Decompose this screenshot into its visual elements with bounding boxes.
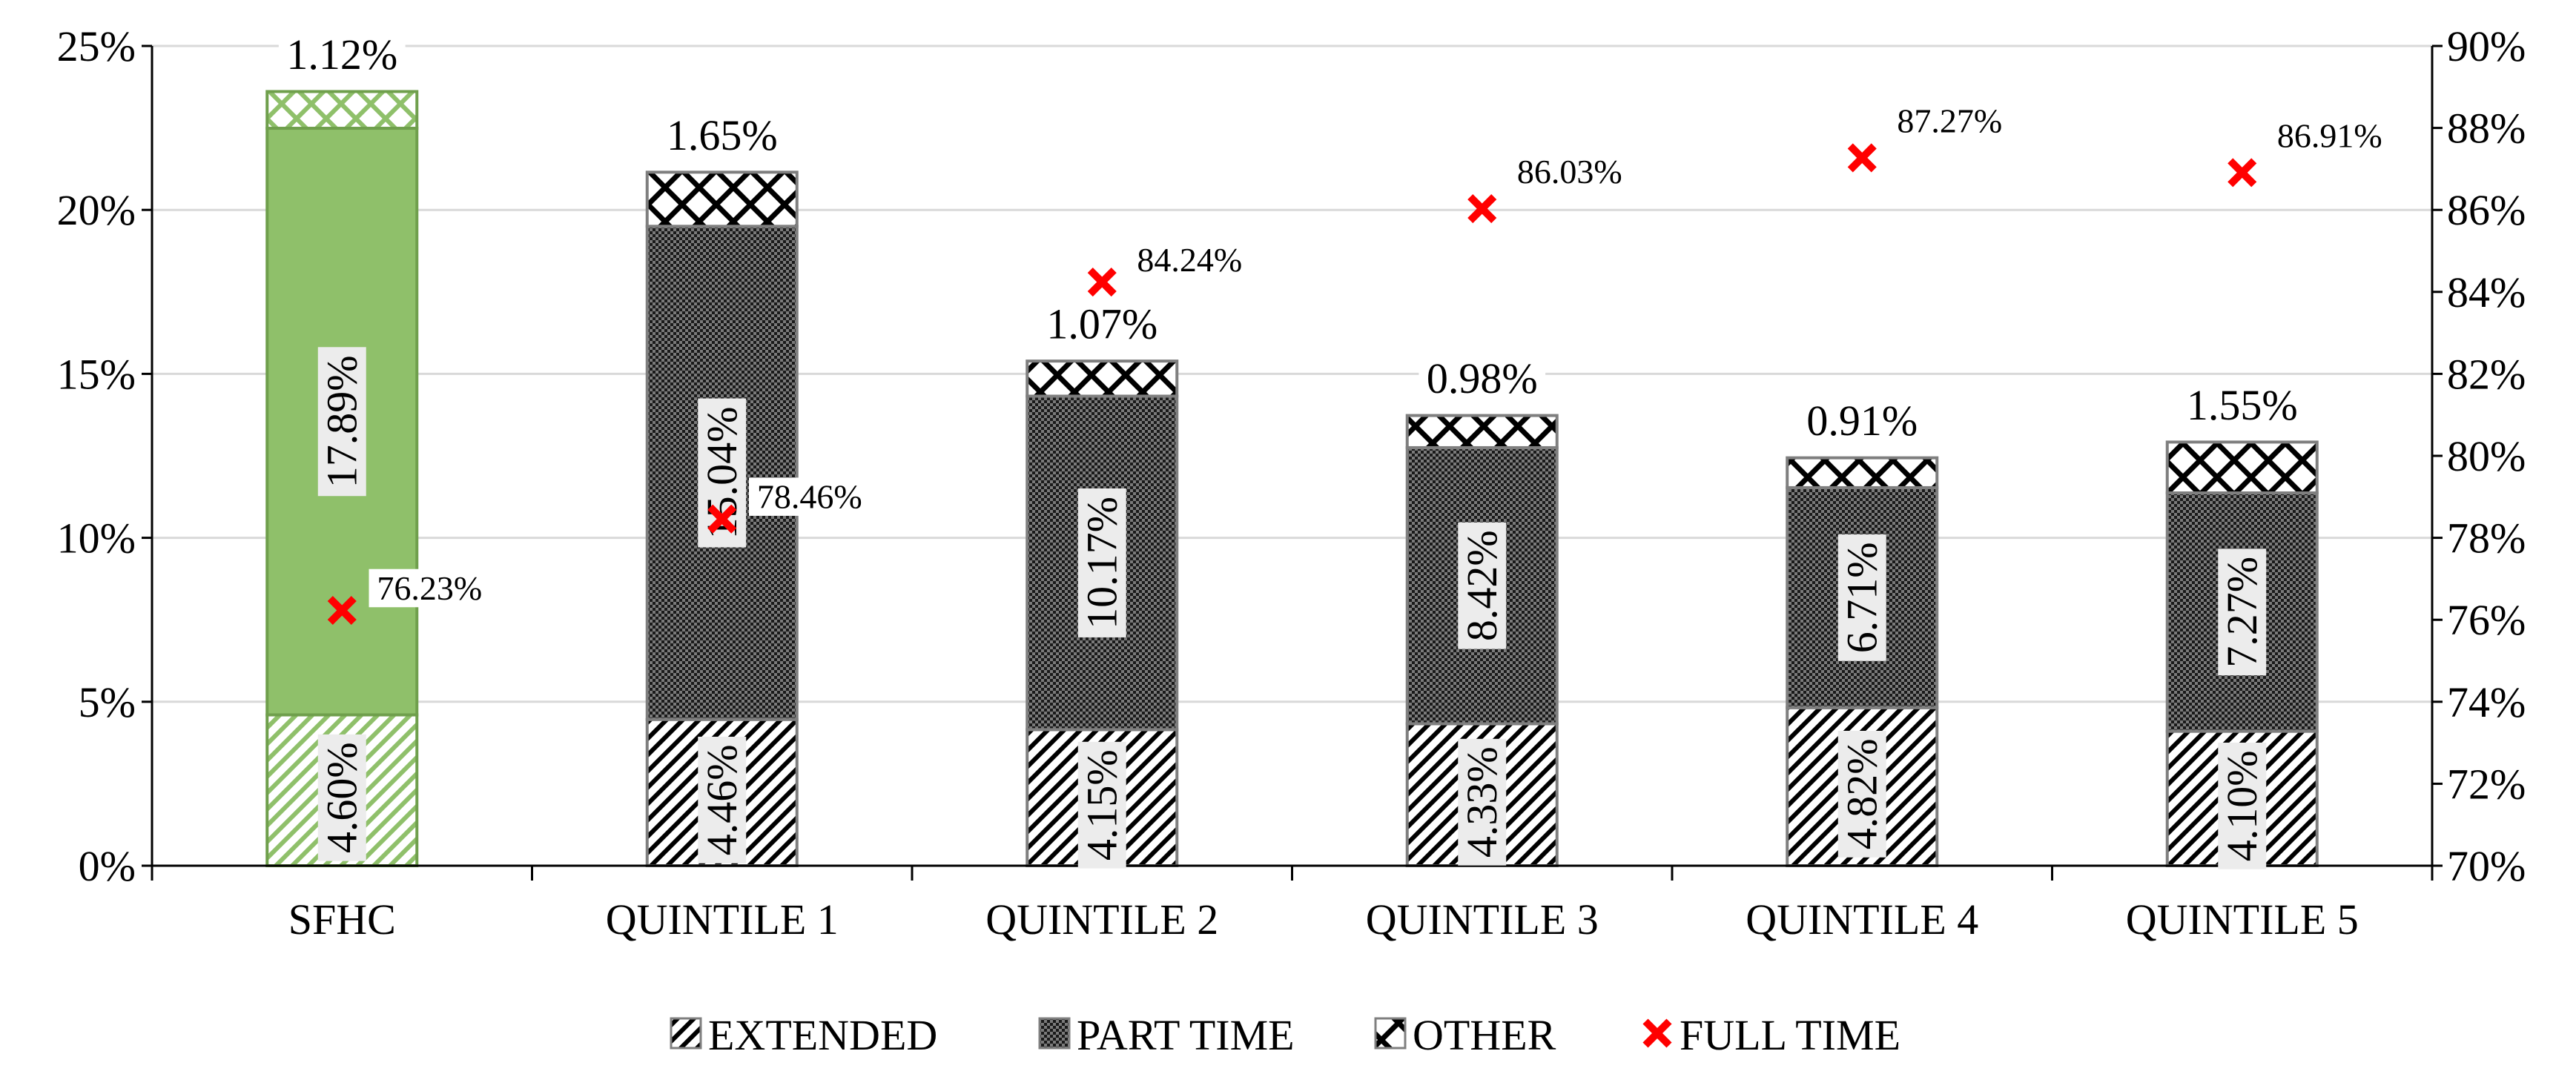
label-extended: 4.60% (318, 742, 366, 853)
legend-marker (1642, 1018, 1672, 1048)
y-left-tick-label: 10% (57, 514, 136, 563)
full-time-marker (707, 504, 737, 534)
label-part-time-box (317, 347, 366, 497)
label-part-time-box (1077, 488, 1126, 637)
label-other: 1.55% (2187, 381, 2298, 429)
bar-other (1026, 359, 1179, 398)
y-right-tick-label: 84% (2447, 268, 2526, 316)
legend-swatch (1038, 1017, 1071, 1050)
x-tick-label: QUINTILE 4 (1746, 895, 1978, 944)
legend-swatch (1374, 1017, 1407, 1050)
label-full-time: 78.46% (757, 478, 862, 516)
bar-other (265, 90, 419, 130)
bar-other (645, 170, 799, 228)
x-tick-label: QUINTILE 2 (985, 895, 1218, 944)
full-time-markers (327, 143, 2257, 626)
label-full-time-box (1889, 102, 2011, 140)
y-right-tick-label: 78% (2447, 514, 2526, 563)
y-left-tick-label: 25% (57, 22, 136, 70)
label-extended: 4.46% (698, 744, 746, 855)
y-left-tick-label: 0% (79, 842, 136, 890)
y-right-tick-label: 70% (2447, 842, 2526, 890)
label-extended-box (1077, 741, 1126, 869)
label-other-box (1419, 354, 1546, 403)
label-extended-box (698, 736, 747, 863)
legend-swatch (670, 1017, 702, 1050)
label-other: 1.65% (667, 111, 778, 159)
label-extended: 4.82% (1838, 738, 1886, 849)
y-right-tick-label: 80% (2447, 432, 2526, 480)
x-tick-label: SFHC (288, 895, 396, 944)
y-right-tick-label: 88% (2447, 105, 2526, 153)
label-full-time-box (1508, 152, 1631, 191)
legend-label: EXTENDED (708, 1011, 937, 1059)
label-extended-box (1837, 730, 1886, 858)
label-part-time: 6.71% (1838, 542, 1886, 653)
y-right-tick-label: 76% (2447, 596, 2526, 644)
y-right-tick-label: 82% (2447, 350, 2526, 398)
label-other: 0.98% (1427, 354, 1538, 402)
y-right-tick-label: 90% (2447, 22, 2526, 70)
label-part-time-box (1458, 522, 1507, 649)
y-left-tick-label: 15% (57, 350, 136, 398)
gridlines (152, 44, 2432, 703)
label-other-box (1798, 397, 1926, 445)
legend: EXTENDED PART TIME OTHER FULL TIME (670, 1011, 1900, 1059)
label-other: 1.07% (1046, 300, 1157, 348)
full-time-marker (327, 595, 357, 626)
label-other-box (2179, 380, 2306, 429)
label-extended-box (317, 734, 366, 861)
bar-other (2165, 440, 2319, 494)
data-labels: 4.60%17.89%1.12%76.23%4.46%15.04%1.65%78… (278, 30, 2391, 869)
label-full-time: 84.24% (1137, 241, 1242, 279)
full-time-marker (1087, 267, 1117, 297)
legend-label: PART TIME (1077, 1011, 1295, 1059)
label-full-time: 86.03% (1517, 153, 1622, 190)
label-part-time: 7.27% (2218, 557, 2266, 668)
legend-label: OTHER (1413, 1011, 1556, 1059)
x-tick-label: QUINTILE 3 (1366, 895, 1599, 944)
x-tick-label: QUINTILE 1 (606, 895, 839, 944)
label-part-time-box (2218, 548, 2267, 676)
label-full-time-box (748, 477, 871, 516)
label-extended: 4.33% (1458, 746, 1506, 858)
label-full-time-box (1129, 240, 1251, 279)
label-part-time-box (1837, 534, 1886, 661)
label-full-time: 86.91% (2277, 116, 2382, 154)
label-extended-box (1458, 738, 1507, 866)
label-other: 1.12% (286, 30, 397, 79)
label-full-time: 76.23% (377, 569, 482, 607)
full-time-marker (1847, 143, 1877, 173)
label-part-time: 10.17% (1078, 497, 1126, 629)
label-other-box (658, 110, 786, 159)
label-extended: 4.15% (1078, 749, 1126, 861)
label-extended: 4.10% (2218, 750, 2266, 861)
x-tick-label: QUINTILE 5 (2126, 895, 2359, 944)
label-full-time: 87.27% (1897, 102, 2002, 139)
bar-other (1405, 414, 1559, 449)
y-left-tick-label: 5% (79, 678, 136, 726)
full-time-marker (2227, 158, 2257, 188)
label-extended-box (2218, 742, 2267, 869)
y-left-tick-label: 20% (57, 186, 136, 234)
y-right-tick-label: 74% (2447, 678, 2526, 726)
axes: 0% 5% 10% 15% 20% 25% 70% 72% 74% 76% 78% 80% 82% 84%… (57, 22, 2526, 944)
legend-label: FULL TIME (1680, 1011, 1900, 1059)
bar-other (1786, 456, 1939, 489)
label-full-time-box (369, 569, 491, 608)
label-other: 0.91% (1806, 397, 1918, 445)
label-other-box (1038, 299, 1166, 348)
y-right-tick-label: 72% (2447, 760, 2526, 808)
label-other-box (278, 30, 406, 79)
y-right-tick-label: 86% (2447, 186, 2526, 234)
label-part-time: 17.89% (318, 355, 366, 488)
full-time-marker (1467, 194, 1497, 224)
label-full-time-box (2268, 116, 2391, 155)
label-part-time: 8.42% (1458, 530, 1506, 641)
bars (265, 90, 2319, 868)
